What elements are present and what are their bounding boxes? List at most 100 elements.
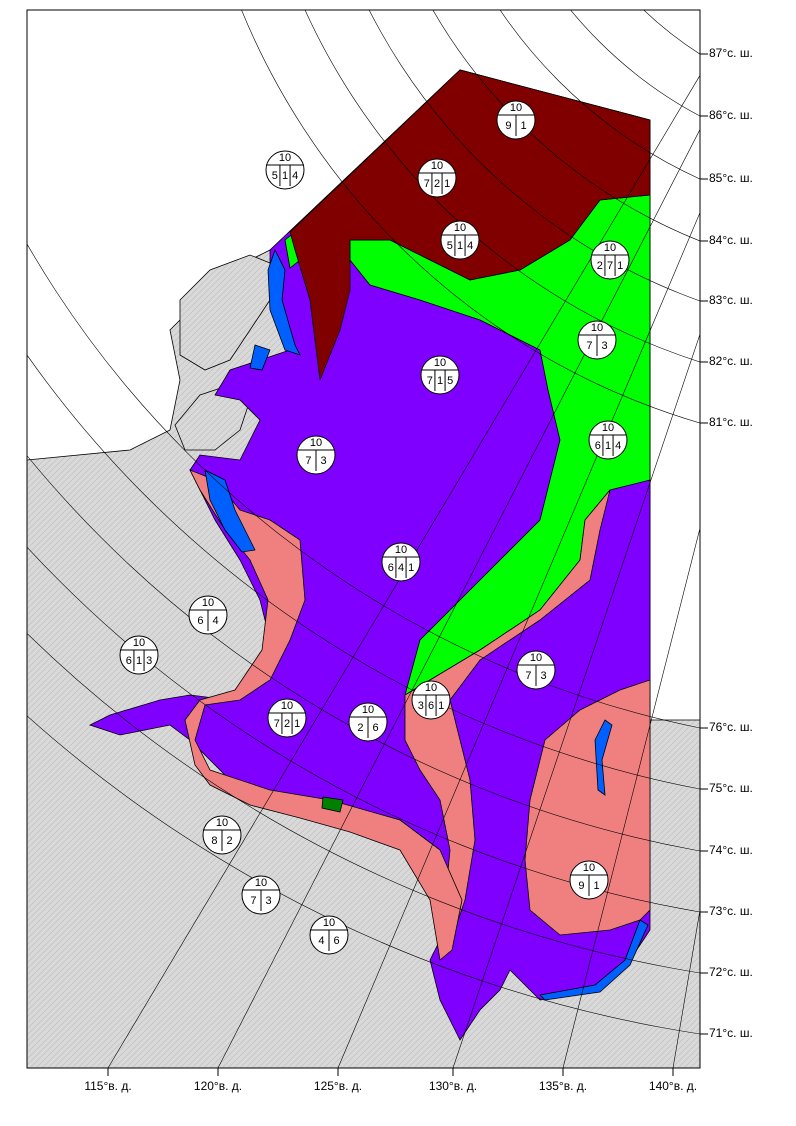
- ice-code-oval: [590, 240, 630, 280]
- ice-code-part: 1: [294, 718, 300, 730]
- fast-ice-blue: [594, 719, 613, 796]
- ice-code-part: 2: [227, 835, 233, 847]
- ice-code-part: 1: [605, 440, 611, 452]
- ice-code-total: 10: [133, 637, 145, 649]
- fast-ice-blue: [204, 469, 256, 553]
- ice-code-part: 4: [398, 562, 404, 574]
- ice-code-total: 10: [362, 704, 374, 716]
- ice-code-part: 2: [434, 178, 440, 190]
- ice-code-part: 5: [447, 240, 453, 252]
- ice-code: 10 4 6: [309, 915, 349, 955]
- ice-code-total: 10: [604, 242, 616, 254]
- ice-code-part: 3: [541, 670, 547, 682]
- ice-code-part: 3: [266, 895, 272, 907]
- ice-code-part: 2: [597, 260, 603, 272]
- sea-ice-salmon: [524, 679, 651, 936]
- ice-code: 10 7 3: [577, 320, 617, 360]
- fast-ice-dark-green: [321, 796, 344, 813]
- ice-code: 105 1 4: [265, 150, 305, 190]
- ice-code-total: 10: [216, 817, 228, 829]
- ice-code-part: 1: [444, 178, 450, 190]
- ice-code-part: 3: [602, 340, 608, 352]
- longitude-label: 130°в. д.: [429, 1079, 477, 1093]
- ice-code-part: 6: [428, 700, 434, 712]
- ice-code-total: 10: [454, 222, 466, 234]
- ice-code: 10 7 3: [241, 875, 281, 915]
- ice-code-total: 10: [510, 102, 522, 114]
- latitude-label: 81°с. ш.: [709, 415, 753, 429]
- latitude-label: 72°с. ш.: [709, 965, 753, 979]
- ice-code-oval: [411, 680, 451, 720]
- ice-code-part: 5: [272, 170, 278, 182]
- ice-code-total: 10: [310, 437, 322, 449]
- latitude-label: 75°с. ш.: [709, 781, 753, 795]
- ice-code-oval: [381, 542, 421, 582]
- ice-code-part: 1: [282, 170, 288, 182]
- ice-code-part: 4: [615, 440, 621, 452]
- ice-code-part: 1: [617, 260, 623, 272]
- ice-code: 105 1 4: [440, 220, 480, 260]
- ice-code-oval: [417, 158, 457, 198]
- ice-code: 106 1 4: [588, 420, 628, 460]
- map-body: [27, 10, 700, 1068]
- latitude-label: 87°с. ш.: [709, 46, 753, 60]
- ice-code-total: 10: [279, 152, 291, 164]
- ice-code: 102 7 1: [590, 240, 630, 280]
- ice-code-total: 10: [583, 862, 595, 874]
- ice-code-part: 1: [438, 700, 444, 712]
- meridian: [337, 211, 700, 1068]
- ice-code-part: 6: [373, 722, 379, 734]
- ice-code-total: 10: [431, 160, 443, 172]
- ice-code-oval: [267, 698, 307, 738]
- ice-code-part: 6: [126, 655, 132, 667]
- ice-code: 107 2 1: [267, 698, 307, 738]
- ice-code-oval: [440, 220, 480, 260]
- ice-code-part: 6: [334, 935, 340, 947]
- frame: [26, 9, 701, 1069]
- ice-code: 10 2 6: [348, 702, 388, 742]
- longitude-label: 140°в. д.: [649, 1079, 697, 1093]
- ice-code-part: 1: [521, 120, 527, 132]
- ice-code-part: 6: [595, 440, 601, 452]
- ice-code-part: 2: [357, 722, 363, 734]
- ice-code: 10 7 3: [516, 650, 556, 690]
- ice-code-part: 7: [274, 718, 280, 730]
- ice-code-part: 8: [211, 835, 217, 847]
- ice-code-total: 10: [530, 652, 542, 664]
- ice-code-part: 9: [505, 120, 511, 132]
- ice-code: 107 1 5: [420, 355, 460, 395]
- labels: 87°с. ш. 86°с. ш. 85°с. ш. 84°с. ш. 83°с. ш.…: [84, 46, 752, 1093]
- longitude-label: 135°в. д.: [539, 1079, 587, 1093]
- longitude-label: 120°в. д.: [194, 1079, 242, 1093]
- island: [179, 254, 276, 371]
- ice-code-part: 7: [525, 670, 531, 682]
- ice-code-part: 1: [408, 562, 414, 574]
- fast-ice-blue: [539, 919, 649, 1001]
- latitude-label: 76°с. ш.: [709, 720, 753, 734]
- ice-code-part: 7: [305, 455, 311, 467]
- fast-ice-blue: [249, 344, 271, 371]
- ice-code-part: 9: [578, 880, 584, 892]
- ice-code-oval: [119, 635, 159, 675]
- ice-code-total: 10: [323, 917, 335, 929]
- latitude-label: 73°с. ш.: [709, 904, 753, 918]
- ice-code-part: 3: [321, 455, 327, 467]
- meridian: [452, 333, 700, 1068]
- latitude-label: 86°с. ш.: [709, 108, 753, 122]
- ice-code-part: 7: [607, 260, 613, 272]
- ice-code-oval: [588, 420, 628, 460]
- island: [174, 384, 251, 451]
- ice-code-total: 10: [434, 357, 446, 369]
- ice-code: 10 9 1: [569, 860, 609, 900]
- ice-code-part: 1: [594, 880, 600, 892]
- ice-code-part: 4: [213, 615, 219, 627]
- ice-code-total: 10: [425, 682, 437, 694]
- sea-ice-salmon: [184, 469, 463, 961]
- latitude-label: 82°с. ш.: [709, 354, 753, 368]
- ice-code-part: 3: [418, 700, 424, 712]
- fast-ice-blue: [267, 248, 301, 356]
- ice-code-part: 7: [250, 895, 256, 907]
- ice-code-total: 10: [255, 877, 267, 889]
- meridian: [217, 128, 700, 1068]
- ice-code-part: 5: [447, 375, 453, 387]
